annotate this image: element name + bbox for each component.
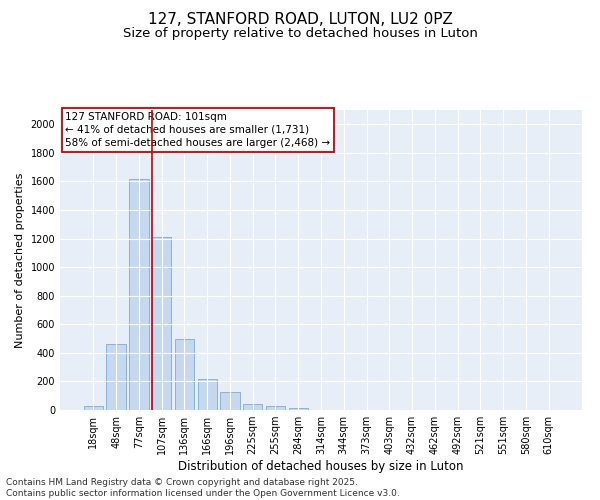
Bar <box>129 178 149 410</box>
Bar <box>197 380 217 410</box>
Text: 127 STANFORD ROAD: 101sqm
← 41% of detached houses are smaller (1,731)
58% of se: 127 STANFORD ROAD: 101sqm ← 41% of detac… <box>65 112 331 148</box>
Y-axis label: Number of detached properties: Number of detached properties <box>15 172 25 348</box>
Bar <box>289 408 308 410</box>
Text: Contains HM Land Registry data © Crown copyright and database right 2025.
Contai: Contains HM Land Registry data © Crown c… <box>6 478 400 498</box>
X-axis label: Distribution of detached houses by size in Luton: Distribution of detached houses by size … <box>178 460 464 473</box>
Bar <box>243 404 262 410</box>
Bar <box>152 237 172 410</box>
Text: Size of property relative to detached houses in Luton: Size of property relative to detached ho… <box>122 28 478 40</box>
Bar <box>266 406 285 410</box>
Bar <box>220 392 239 410</box>
Bar <box>84 406 103 410</box>
Text: 127, STANFORD ROAD, LUTON, LU2 0PZ: 127, STANFORD ROAD, LUTON, LU2 0PZ <box>148 12 452 28</box>
Bar <box>175 338 194 410</box>
Bar <box>106 344 126 410</box>
